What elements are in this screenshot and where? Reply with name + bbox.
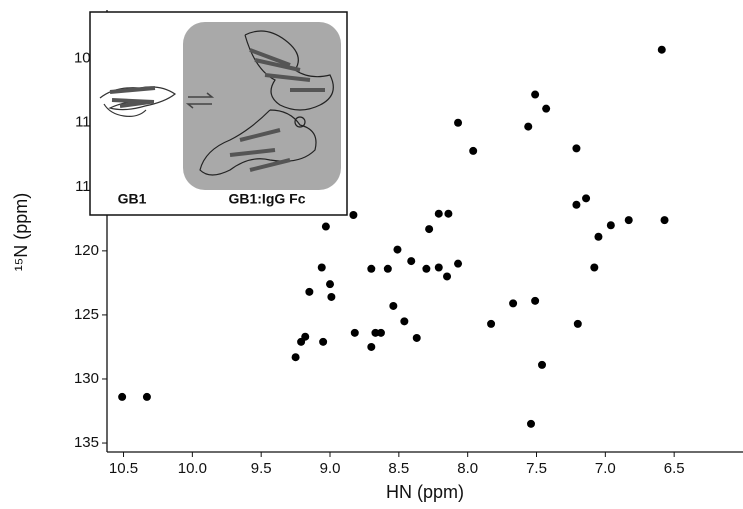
complex-background [183, 22, 341, 190]
peak [624, 216, 633, 225]
peak [376, 328, 385, 337]
peak [444, 209, 453, 218]
peak [542, 104, 551, 113]
arrows [185, 92, 215, 109]
peak [469, 146, 478, 155]
y-tick-label: 120 [74, 242, 99, 259]
peak [509, 299, 518, 308]
peak [657, 45, 666, 54]
peak [291, 353, 300, 362]
x-tick-label: 10.0 [178, 460, 207, 477]
peak [367, 264, 376, 273]
x-tick-label: 9.5 [251, 460, 272, 477]
peak [321, 222, 330, 231]
peak [434, 263, 443, 272]
peak [297, 337, 306, 346]
inset: GB1 GB1:IgG Fc [89, 11, 348, 216]
peak [524, 122, 533, 131]
peak [531, 296, 540, 305]
y-tick-label: 135 [74, 434, 99, 451]
peak [367, 342, 376, 351]
peak [572, 144, 581, 153]
inset-label: GB1:IgG Fc [228, 191, 305, 207]
peak [573, 319, 582, 328]
peak [326, 280, 335, 289]
gb1-structure [99, 86, 177, 117]
x-tick-label: 6.5 [664, 460, 685, 477]
peak [443, 272, 452, 281]
peak [572, 200, 581, 209]
peak [538, 360, 547, 369]
x-tick-label: 8.0 [457, 460, 478, 477]
peak [527, 419, 535, 428]
peak [454, 259, 463, 268]
peak [118, 392, 127, 401]
peak [317, 263, 326, 272]
y-axis-title: ¹⁵N (ppm) [11, 193, 31, 271]
peak [531, 90, 540, 99]
peak [582, 194, 591, 203]
peak [407, 257, 416, 266]
peak [606, 221, 615, 230]
peak [142, 392, 151, 401]
y-tick-label: 130 [74, 370, 99, 387]
peak [389, 301, 398, 310]
complex-structure [199, 30, 334, 176]
peak [319, 337, 328, 346]
peak [434, 209, 443, 218]
peak [422, 264, 431, 273]
peak [412, 333, 421, 342]
peak [590, 263, 599, 272]
peak [350, 328, 359, 337]
peak [327, 292, 336, 301]
x-tick-label: 10.5 [109, 460, 138, 477]
peak [487, 319, 496, 328]
peak [393, 245, 402, 254]
y-tick-label: 125 [74, 306, 99, 323]
peak [454, 118, 463, 127]
peak [660, 216, 669, 225]
peak [371, 328, 380, 337]
peak [594, 232, 603, 241]
x-tick-label: 9.0 [320, 460, 341, 477]
x-tick-label: 7.0 [595, 460, 616, 477]
peak [305, 287, 314, 296]
inset-label: GB1 [118, 191, 147, 207]
peak [349, 210, 358, 219]
peak [400, 317, 409, 326]
x-axis-title: HN (ppm) [386, 482, 464, 502]
peak [425, 225, 434, 234]
x-tick-label: 8.5 [388, 460, 409, 477]
peak [383, 264, 392, 273]
x-tick-label: 7.5 [526, 460, 547, 477]
